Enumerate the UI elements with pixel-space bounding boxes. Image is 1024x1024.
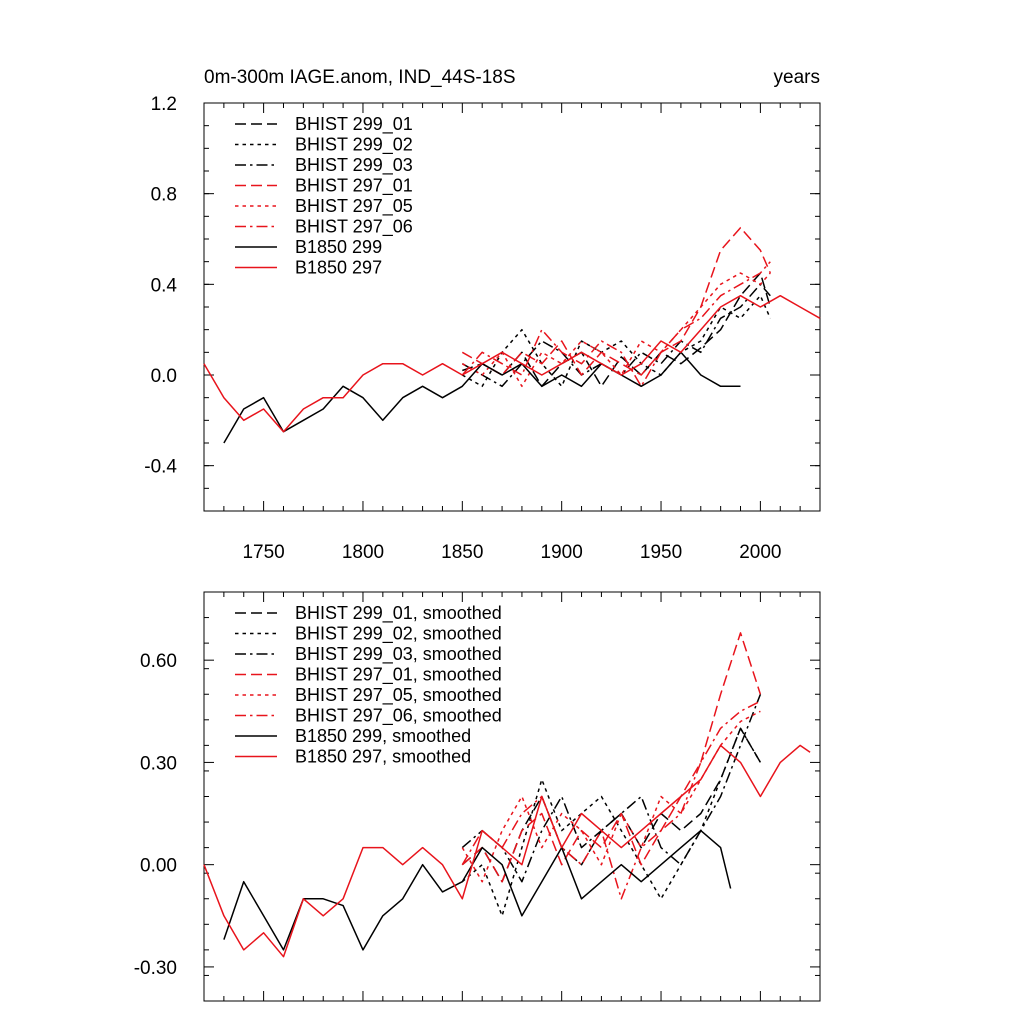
series-line-3 [461, 632, 762, 883]
legend-label: B1850 299 [295, 237, 382, 257]
series-line-5 [461, 700, 761, 900]
legend-label: BHIST 297_05 [295, 196, 413, 217]
title-left: 0m-300m IAGE.anom, IND_44S-18S [204, 67, 516, 88]
top-panel: -0.4 0.0 0.4 0.8 1.2 1750 1800 1850 1900 1950 2000… [144, 94, 821, 563]
series-line-2 [461, 694, 762, 883]
y-tick-label: -0.30 [134, 958, 177, 979]
legend-label: B1850 299, smoothed [295, 726, 471, 746]
legend-label: B1850 297, smoothed [295, 747, 471, 767]
legend-label: BHIST 299_02 [295, 135, 413, 156]
series-line-4 [461, 272, 771, 388]
x-tick-label: 1800 [342, 542, 384, 563]
series-line-6 [223, 829, 732, 951]
legend-label: BHIST 299_01 [295, 114, 413, 135]
x-tick-label: 1950 [640, 542, 682, 563]
x-tick-label: 2000 [739, 542, 781, 563]
legend-label: BHIST 299_03 [295, 155, 413, 176]
y-tick-label: 0.00 [140, 856, 177, 877]
legend-label: BHIST 297_01, smoothed [295, 665, 502, 686]
legend-label: BHIST 297_05, smoothed [295, 685, 502, 706]
series-line-5 [461, 261, 771, 388]
y-tick-label: 0.4 [151, 275, 178, 296]
x-tick-label: 1750 [242, 542, 284, 563]
title-right: years [774, 67, 820, 88]
series-line-1 [461, 294, 771, 388]
x-tick-label: 1900 [541, 542, 583, 563]
series-line-0 [462, 272, 772, 388]
y-tick-label: 0.8 [151, 185, 177, 206]
legend-label: BHIST 297_06 [295, 217, 413, 238]
legend-label: BHIST 299_01, smoothed [295, 603, 502, 624]
series-line-4 [461, 710, 761, 883]
legend-label: BHIST 299_02, smoothed [295, 624, 502, 645]
series-line-3 [461, 226, 771, 376]
y-tick-label: 1.2 [151, 94, 177, 115]
y-tick-label: 0.60 [140, 651, 177, 672]
series-line-7 [203, 294, 821, 433]
legend-label: B1850 297 [295, 258, 382, 278]
legend-label: BHIST 297_06, smoothed [295, 706, 502, 727]
y-tick-label: -0.4 [144, 457, 177, 478]
legend-label: BHIST 299_03, smoothed [295, 644, 502, 665]
x-tick-label: 1850 [441, 542, 483, 563]
series-line-6 [223, 351, 741, 444]
y-tick-label: 0.0 [151, 366, 177, 387]
series-line-7 [203, 744, 811, 958]
y-tick-label: 0.30 [140, 753, 177, 774]
legend-label: BHIST 297_01 [295, 176, 413, 197]
series-line-0 [461, 727, 762, 883]
